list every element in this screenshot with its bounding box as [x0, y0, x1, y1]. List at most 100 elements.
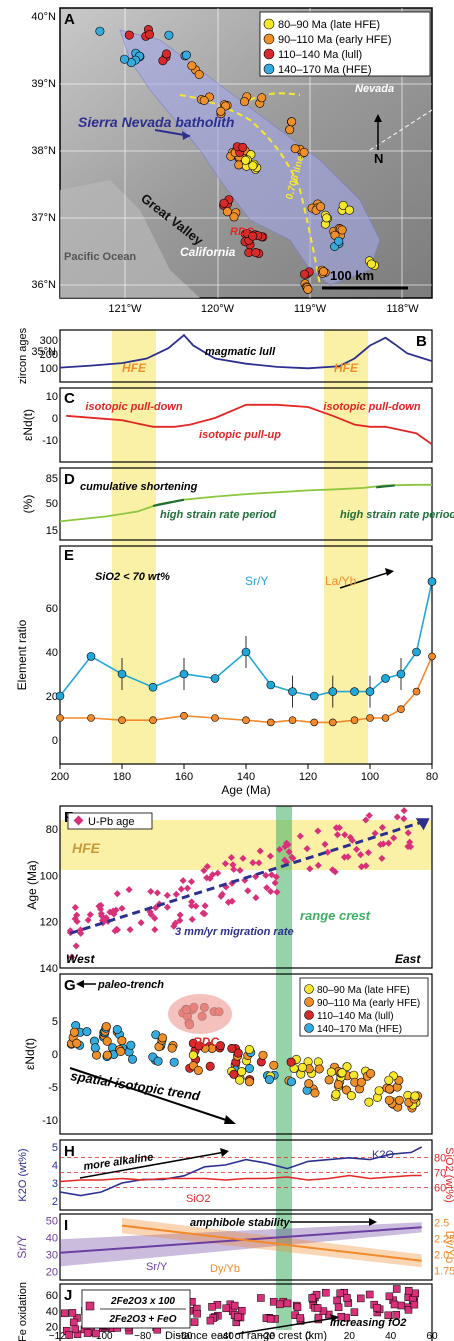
sample-point — [181, 50, 191, 60]
legend-marker — [263, 63, 275, 75]
upb-point — [329, 866, 337, 874]
end-point — [194, 1041, 204, 1051]
sample-point — [322, 213, 332, 223]
upb-point — [176, 911, 184, 919]
fe-point — [190, 1318, 199, 1326]
panel-c-ylabel: εNd(t) — [21, 409, 35, 441]
upb-point — [378, 854, 386, 862]
end-point — [102, 1036, 112, 1046]
sry-point — [55, 691, 65, 701]
fe-point — [61, 1309, 69, 1318]
upb-point — [172, 890, 180, 898]
y-tick-label: 1.75 — [434, 1265, 454, 1277]
lon-label: 118°W — [386, 303, 419, 315]
panel-h-ylabel2: SiO2 (wt%) — [443, 1147, 454, 1203]
fo2-label: increasing fO2 — [330, 1317, 406, 1329]
y-tick-label: 0 — [52, 735, 58, 747]
sample-point — [344, 205, 354, 215]
panel-e-ylabel: Element ratio — [15, 619, 29, 690]
legend-marker — [304, 984, 314, 994]
fe-point — [392, 1285, 401, 1293]
upb-point — [404, 829, 412, 837]
legend-entry: 110–140 Ma (lull) — [317, 1011, 394, 1022]
end-point — [297, 1062, 307, 1072]
upb-point — [385, 839, 393, 847]
upb-point — [73, 911, 81, 919]
x-tick-label: −20 — [258, 1331, 275, 1341]
y-tick-label: 4 — [52, 1160, 58, 1172]
arrow-head — [220, 1148, 229, 1157]
panel-i-letter: I — [64, 1217, 68, 1234]
upb-point — [188, 902, 196, 910]
layb-point — [87, 714, 95, 722]
upb-point — [151, 914, 159, 922]
fe-point — [308, 1294, 316, 1302]
sample-point — [219, 198, 229, 208]
sry-point — [350, 687, 359, 696]
fe-point — [92, 1329, 100, 1338]
upb-point — [230, 865, 238, 873]
sample-point — [248, 231, 258, 241]
y-tick-label: 80 — [46, 824, 58, 836]
upb-point — [333, 831, 342, 839]
upb-point — [314, 827, 322, 835]
trend-arrow-head — [385, 568, 394, 576]
sry-label: Sr/Y — [245, 574, 268, 588]
end-point — [169, 1057, 179, 1067]
y-tick-label: 60 — [46, 1290, 58, 1302]
upb-point — [192, 902, 200, 910]
legend-entry: 110–140 Ma (lull) — [278, 49, 362, 61]
x-tick-label: 140 — [237, 771, 255, 783]
dyyb-line — [121, 1224, 422, 1262]
x-tick-label: 180 — [113, 771, 131, 783]
y-tick-label: 20 — [46, 1267, 58, 1279]
fe-point — [266, 1315, 275, 1323]
end-point — [394, 1095, 404, 1105]
end-point — [410, 1091, 420, 1101]
legend-den: 2Fe2O3 + FeO — [109, 1314, 177, 1325]
end-point — [245, 1077, 255, 1087]
y-tick-label: 10 — [46, 391, 58, 403]
fe-point — [410, 1300, 419, 1309]
upb-point — [228, 897, 236, 905]
layb-point — [397, 705, 405, 714]
upb-point — [346, 833, 354, 841]
lull-label: magmatic lull — [205, 346, 276, 358]
sample-point — [290, 144, 300, 154]
upb-point — [357, 863, 366, 871]
upb-point — [177, 885, 185, 893]
y-tick-label: 120 — [40, 917, 58, 929]
sample-point — [251, 248, 261, 258]
panel-d-letter: D — [64, 471, 75, 488]
upb-point — [256, 847, 264, 855]
legend-marker — [304, 997, 314, 1007]
y-tick-label: 300 — [40, 335, 58, 347]
end-point — [356, 1077, 366, 1087]
end-point — [244, 1045, 254, 1055]
upb-point — [153, 889, 161, 897]
upb-point — [281, 843, 289, 851]
y-tick-label: 3 — [52, 1178, 58, 1190]
end-point — [326, 1067, 336, 1077]
upb-point — [371, 829, 379, 837]
x-tick-label: 100 — [361, 771, 379, 783]
upb-point — [113, 890, 121, 898]
sample-point — [366, 259, 376, 269]
y-tick-label: 60 — [46, 603, 58, 615]
end-point — [235, 1075, 245, 1085]
upb-point — [266, 852, 274, 860]
sample-point — [316, 202, 326, 212]
fe-point — [68, 1309, 77, 1317]
upb-point — [118, 904, 126, 912]
sample-point — [285, 125, 295, 135]
end-point — [324, 1075, 334, 1085]
upb-point — [229, 861, 237, 869]
y-tick-label: 15 — [46, 525, 58, 537]
upb-point — [306, 865, 314, 873]
zircon-age-curve — [59, 333, 433, 370]
map-longitude-labels: 121°W 120°W 119°W 118°W — [108, 303, 419, 315]
end-point — [69, 1027, 79, 1037]
upb-point — [217, 892, 225, 900]
